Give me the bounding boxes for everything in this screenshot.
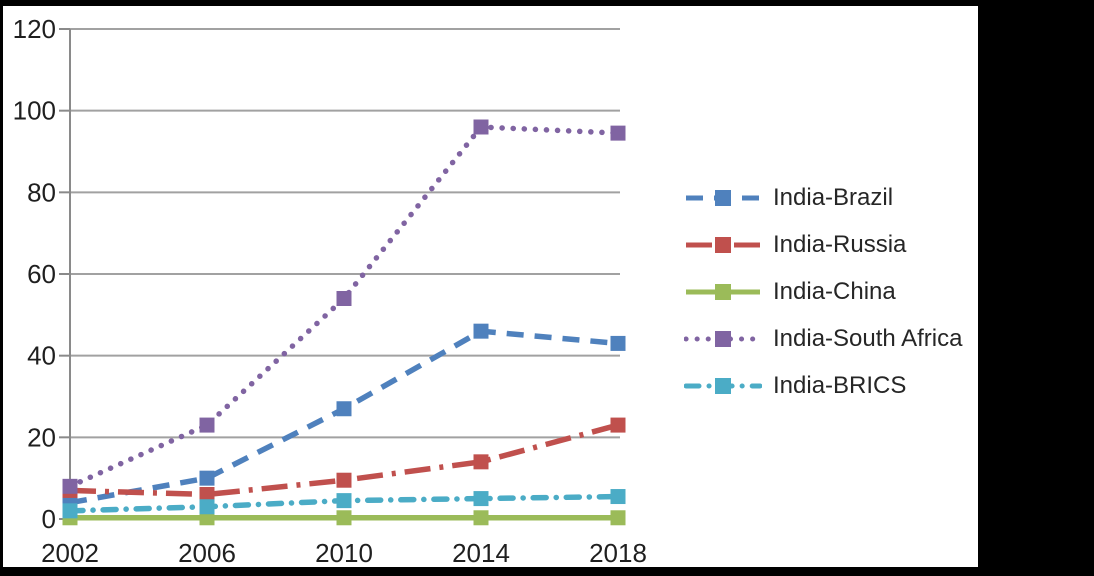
legend-swatch-india-brazil [686,189,760,206]
y-axis-label: 100 [13,96,56,126]
legend-marker [715,189,731,206]
legend-item-india-south-africa: India-South Africa [684,315,962,362]
data-marker-india-south-africa [62,478,78,494]
data-marker-india-brics [336,493,352,509]
legend-swatch-india-china [686,283,760,300]
x-axis-label: 2002 [41,538,99,568]
y-axis-label: 80 [27,177,56,207]
legend-item-india-brazil: India-Brazil [684,174,962,221]
data-marker-india-brics [610,489,626,505]
frame-bar-bottom [0,567,1094,576]
data-marker-india-brics [62,503,78,519]
series-line-india-south-africa [67,124,621,490]
frame-bar-right [978,0,1094,576]
y-axis-label: 60 [27,259,56,289]
x-axis-label: 2010 [315,538,373,568]
y-axis-label: 120 [13,14,56,44]
y-axis-label: 20 [27,422,56,452]
legend-item-india-china: India-China [684,268,962,315]
data-marker-india-brics [473,491,489,507]
legend-label: India-Russia [773,230,907,258]
frame-bar-top [0,0,1094,6]
legend-label: India-China [773,277,896,305]
data-marker-india-russia [473,454,489,470]
legend-marker [715,283,731,300]
legend-label: India-BRICS [773,371,907,399]
legend-marker [715,330,731,347]
data-marker-india-brazil [199,470,215,486]
data-marker-india-russia [610,417,626,433]
y-axis-label: 40 [27,341,56,371]
x-axis-label: 2014 [452,538,510,568]
legend-marker [715,236,731,253]
data-marker-india-russia [199,487,215,502]
y-axis-label: 0 [42,504,56,534]
data-marker-india-china [473,510,489,526]
data-marker-india-china [336,510,352,526]
legend-swatch-india-south-africa [684,330,762,347]
data-marker-india-brics [199,499,215,515]
chart-legend: India-Brazil India-Russia India-China India… [684,174,962,409]
x-axis-label: 2018 [589,538,647,568]
legend-label: India-Brazil [773,183,894,211]
legend-swatch-india-brics [684,377,762,394]
data-marker-india-south-africa [610,125,626,141]
data-marker-india-south-africa [336,291,352,306]
data-marker-india-brazil [473,323,489,339]
x-axis-label: 2006 [178,538,236,568]
legend-marker [715,377,731,394]
data-marker-india-russia [336,472,352,488]
data-marker-india-south-africa [199,417,215,433]
data-marker-india-brazil [610,335,626,351]
frame-bar-left [0,0,3,576]
legend-item-india-russia: India-Russia [684,221,962,268]
legend-swatch-india-russia [686,236,760,253]
data-marker-india-south-africa [473,119,489,135]
legend-item-india-brics: India-BRICS [684,362,962,409]
legend-label: India-South Africa [773,324,963,352]
data-marker-india-brazil [336,401,352,417]
data-marker-india-china [610,510,626,526]
